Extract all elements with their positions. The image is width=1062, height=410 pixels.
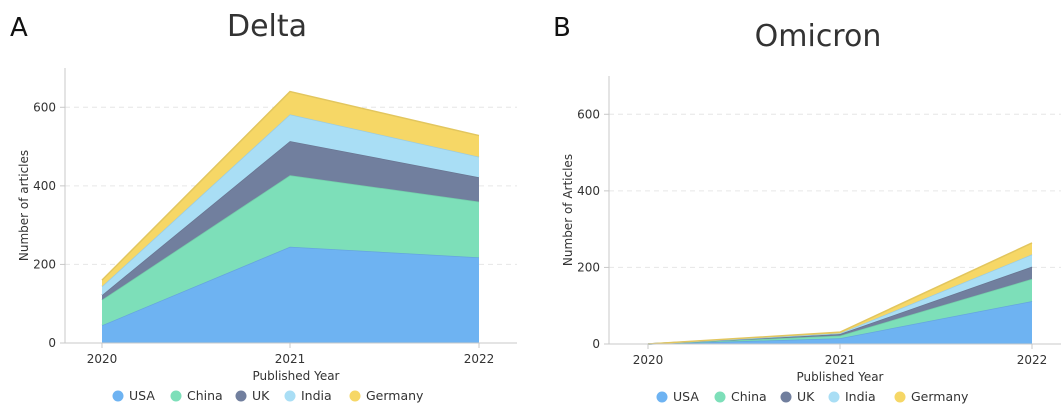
chart-title: Delta [227, 9, 307, 44]
area-uk [102, 141, 479, 300]
legend-label: China [187, 388, 223, 403]
x-tick-label: 2022 [1017, 353, 1048, 367]
x-axis-label: Published Year [253, 369, 340, 383]
chart-title: Omicron [755, 19, 882, 54]
legend-swatch [112, 390, 124, 402]
legend-item-india: India [828, 389, 876, 404]
y-tick-label: 200 [33, 257, 56, 271]
x-axis-label: Published Year [797, 370, 884, 384]
area-edge-germany [647, 242, 1033, 345]
legend-label: Germany [366, 388, 424, 403]
legend: USA China UK India Germany [656, 389, 969, 404]
legend-item-usa: USA [656, 389, 699, 404]
legend-label: USA [673, 389, 699, 404]
area-usa [102, 246, 479, 343]
legend-label: India [845, 389, 876, 404]
area-china [648, 278, 1032, 344]
x-tick-label: 2020 [633, 353, 664, 367]
y-axis-label: Number of articles [17, 150, 31, 261]
y-tick-label: 400 [577, 184, 600, 198]
panel-label: A [10, 13, 28, 43]
legend-swatch [714, 391, 726, 403]
x-tick-label: 2021 [275, 352, 306, 366]
area-usa [648, 301, 1032, 344]
y-tick-label: 0 [48, 336, 56, 350]
legend-swatch [284, 390, 296, 402]
legend-item-germany: Germany [349, 388, 424, 403]
y-tick-label: 400 [33, 179, 56, 193]
area-china [102, 175, 479, 326]
legend-item-uk: UK [780, 389, 815, 404]
area-edge-germany [101, 90, 480, 281]
legend-label: India [301, 388, 332, 403]
legend-swatch [780, 391, 792, 403]
legend-label: China [731, 389, 767, 404]
legend-label: USA [129, 388, 155, 403]
legend-swatch [235, 390, 247, 402]
panel-label: B [553, 13, 571, 43]
x-tick-label: 2022 [464, 352, 495, 366]
x-tick-label: 2020 [87, 352, 118, 366]
legend-item-usa: USA [112, 388, 155, 403]
x-tick-label: 2021 [825, 353, 856, 367]
legend-swatch [894, 391, 906, 403]
legend-item-uk: UK [235, 388, 270, 403]
legend-item-germany: Germany [894, 389, 969, 404]
y-axis-label: Number of Articles [561, 154, 575, 266]
legend-item-china: China [714, 389, 767, 404]
legend: USA China UK India Germany [112, 388, 424, 403]
y-tick-label: 200 [577, 260, 600, 274]
legend-swatch [349, 390, 361, 402]
legend-swatch [656, 391, 668, 403]
legend-swatch [828, 391, 840, 403]
y-tick-label: 600 [33, 100, 56, 114]
legend-item-china: China [170, 388, 223, 403]
legend-label: UK [797, 389, 815, 404]
y-tick-label: 600 [577, 107, 600, 121]
legend-swatch [170, 390, 182, 402]
chart-panel-a: A Delta 0 200 400 600 2020 2021 2022 Number of ar… [10, 9, 517, 403]
y-tick-label: 0 [592, 337, 600, 351]
legend-label: Germany [911, 389, 969, 404]
chart-panel-b: B Omicron 0 200 400 600 2020 2021 2022 Number of … [553, 13, 1061, 404]
legend-item-india: India [284, 388, 332, 403]
legend-label: UK [252, 388, 270, 403]
